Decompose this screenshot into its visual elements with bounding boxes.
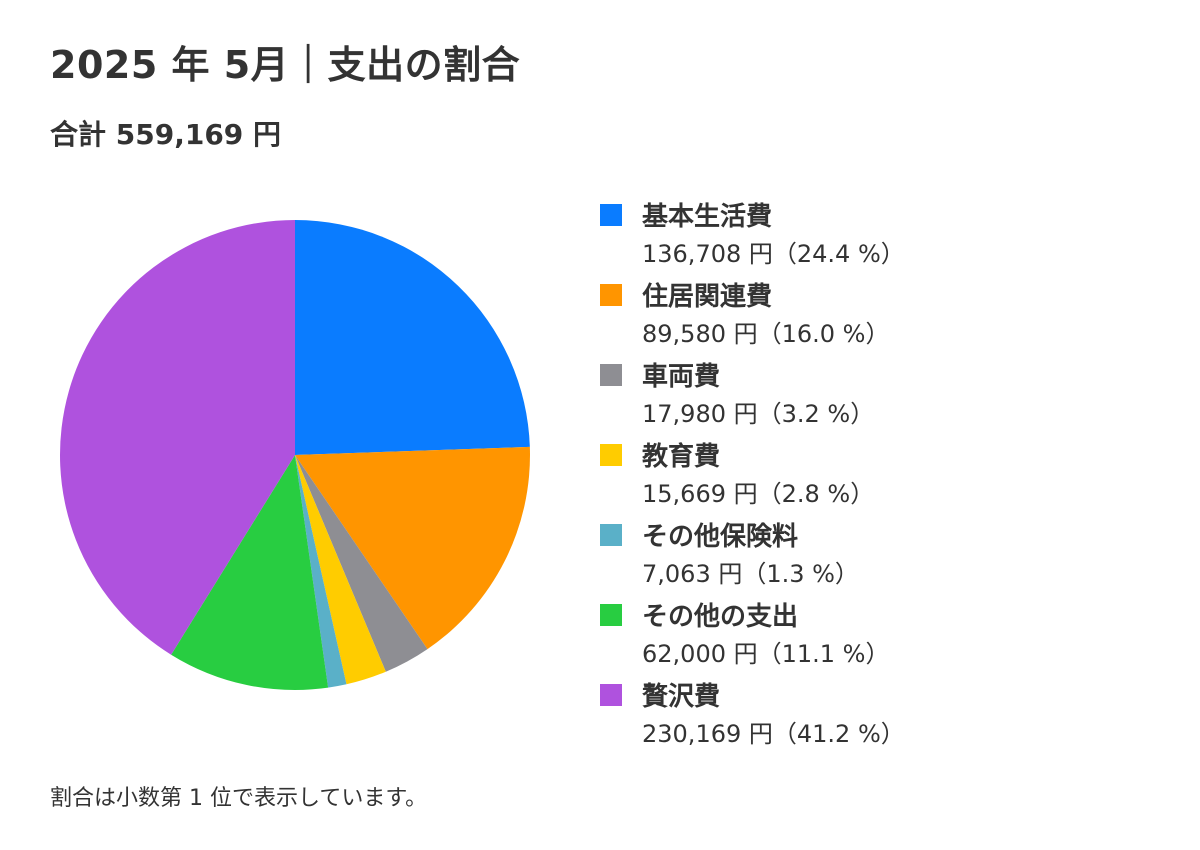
legend-value: 89,580 円（16.0 %） <box>642 320 890 348</box>
pie-slice-0 <box>295 220 530 455</box>
legend-value: 62,000 円（11.1 %） <box>642 640 890 668</box>
legend-swatch <box>600 524 622 546</box>
legend-item: 贅沢費 230,169 円（41.2 %） <box>600 676 1180 756</box>
pie-slice-2 <box>295 455 428 672</box>
legend-swatch <box>600 684 622 706</box>
legend-swatch <box>600 604 622 626</box>
pie-slice-4 <box>295 455 347 688</box>
legend-value: 15,669 円（2.8 %） <box>642 480 875 508</box>
legend-label: その他の支出 <box>642 602 799 632</box>
legend-value: 230,169 円（41.2 %） <box>642 720 905 748</box>
legend-label: 贅沢費 <box>642 682 721 712</box>
chart-subtitle: 合計 559,169 円 <box>50 118 282 151</box>
legend-item: 住居関連費 89,580 円（16.0 %） <box>600 276 1180 356</box>
legend-item: その他の支出 62,000 円（11.1 %） <box>600 596 1180 676</box>
legend-label: 住居関連費 <box>642 282 773 312</box>
pie-slice-3 <box>295 455 386 685</box>
legend-value: 17,980 円（3.2 %） <box>642 400 875 428</box>
pie-slice-5 <box>171 455 329 690</box>
legend-swatch <box>600 364 622 386</box>
legend-swatch <box>600 444 622 466</box>
pie-chart <box>60 220 530 690</box>
legend-value: 7,063 円（1.3 %） <box>642 560 859 588</box>
legend-label: その他保険料 <box>642 522 799 552</box>
legend-item: その他保険料 7,063 円（1.3 %） <box>600 516 1180 596</box>
pie-slice-1 <box>295 446 530 650</box>
legend-label: 車両費 <box>642 362 721 392</box>
legend-value: 136,708 円（24.4 %） <box>642 240 905 268</box>
legend-swatch <box>600 204 622 226</box>
legend-item: 教育費 15,669 円（2.8 %） <box>600 436 1180 516</box>
legend-label: 基本生活費 <box>642 202 773 232</box>
legend-swatch <box>600 284 622 306</box>
pie-slice-6 <box>60 220 295 655</box>
chart-title: 2025 年 5月｜支出の割合 <box>50 43 521 87</box>
legend-item: 車両費 17,980 円（3.2 %） <box>600 356 1180 436</box>
chart-legend: 基本生活費 136,708 円（24.4 %） 住居関連費 89,580 円（16.0… <box>600 196 1180 756</box>
legend-item: 基本生活費 136,708 円（24.4 %） <box>600 196 1180 276</box>
legend-label: 教育費 <box>642 442 721 472</box>
footnote: 割合は小数第 1 位で表示しています。 <box>50 786 428 811</box>
